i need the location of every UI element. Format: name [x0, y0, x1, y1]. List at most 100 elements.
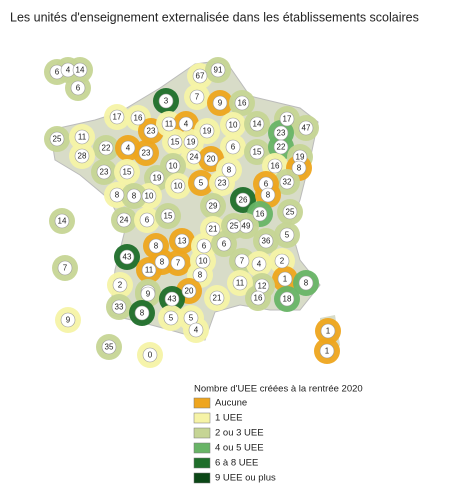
department-value: 8: [266, 191, 271, 200]
department-value: 8: [297, 164, 302, 173]
label-badge: [249, 144, 265, 160]
department-value: 6: [264, 180, 269, 189]
label-badge: [232, 275, 248, 291]
department-value: 6: [231, 143, 236, 152]
label-badge: [174, 233, 190, 249]
label-badge: [140, 286, 156, 302]
legend-label: 4 ou 5 UEE: [215, 443, 264, 454]
legend-title: Nombre d'UEE créées à la rentrée 2020: [194, 384, 363, 395]
legend-label: 1 UEE: [215, 413, 242, 424]
department-value: 5: [189, 314, 194, 323]
department-value: 5: [169, 314, 174, 323]
department-value: 8: [160, 258, 165, 267]
label-badge: [235, 192, 251, 208]
label-badge: [188, 322, 204, 338]
department-value: 16: [134, 114, 143, 123]
label-badge: [111, 299, 127, 315]
department-value: 2: [280, 257, 285, 266]
department-value: 49: [242, 222, 251, 231]
legend-swatch: [193, 472, 211, 484]
label-badge: [199, 123, 215, 139]
department-value: 14: [253, 120, 262, 129]
department-value: 43: [123, 253, 132, 262]
department-value: 20: [185, 287, 194, 296]
department-value: 11: [78, 133, 87, 142]
department-value: 25: [53, 135, 62, 144]
department-value: 15: [171, 138, 180, 147]
department-value: 8: [140, 309, 145, 318]
department-value: 1: [325, 347, 330, 356]
label-badge: [320, 323, 336, 339]
label-badge: [250, 290, 266, 306]
department-value: 23: [142, 149, 151, 158]
department-value: 20: [207, 155, 216, 164]
label-badge: [74, 148, 90, 164]
department-value: 14: [76, 66, 85, 75]
department-value: 7: [63, 264, 68, 273]
department-value: 10: [229, 121, 238, 130]
department-value: 0: [148, 351, 153, 360]
label-badge: [116, 212, 132, 228]
label-badge: [96, 164, 112, 180]
label-badge: [252, 206, 268, 222]
department-value: 6: [222, 240, 227, 249]
department-value: 4: [194, 326, 199, 335]
label-badge: [70, 80, 86, 96]
label-badge: [109, 109, 125, 125]
department-value: 8: [132, 192, 137, 201]
department-value: 25: [230, 222, 239, 231]
label-badge: [267, 158, 283, 174]
department-value: 13: [178, 237, 187, 246]
label-badge: [134, 305, 150, 321]
department-value: 10: [174, 182, 183, 191]
label-badge: [205, 221, 221, 237]
department-value: 4: [126, 144, 131, 153]
label-badge: [274, 253, 290, 269]
label-badge: [258, 233, 274, 249]
label-badge: [282, 204, 298, 220]
department-value: 25: [286, 208, 295, 217]
label-badge: [98, 140, 114, 156]
label-badge: [273, 139, 289, 155]
label-badge: [161, 116, 177, 132]
department-value: 5: [199, 179, 204, 188]
label-badge: [74, 129, 90, 145]
label-badge: [298, 275, 314, 291]
label-badge: [141, 262, 157, 278]
label-badge: [130, 110, 146, 126]
department-value: 4: [257, 260, 262, 269]
label-badge: [192, 267, 208, 283]
department-value: 19: [296, 153, 305, 162]
department-value: 10: [145, 192, 154, 201]
department-value: 9: [218, 99, 223, 108]
department-value: 8: [115, 191, 120, 200]
legend-label: 2 ou 3 UEE: [215, 428, 264, 439]
department-value: 4: [66, 66, 71, 75]
department-value: 4: [184, 120, 189, 129]
department-value: 2: [118, 281, 123, 290]
department-value: 22: [102, 144, 111, 153]
department-value: 23: [277, 129, 286, 138]
department-value: 26: [239, 196, 248, 205]
label-badge: [225, 139, 241, 155]
department-value: 16: [271, 162, 280, 171]
legend-swatch: [193, 442, 211, 454]
label-badge: [205, 198, 221, 214]
department-value: 1: [283, 275, 288, 284]
label-badge: [181, 283, 197, 299]
department-value: 14: [58, 217, 67, 226]
title: Les unités d'enseignement externalisée d…: [10, 10, 419, 24]
label-badge: [249, 116, 265, 132]
legend-label: 9 UEE ou plus: [215, 473, 276, 484]
department-value: 11: [145, 266, 154, 275]
department-value: 18: [283, 295, 292, 304]
label-badge: [260, 187, 276, 203]
legend-swatch: [193, 412, 211, 424]
label-badge: [126, 188, 142, 204]
department-value: 6: [145, 216, 150, 225]
label-badge: [54, 213, 70, 229]
label-badge: [189, 89, 205, 105]
label-badge: [298, 120, 314, 136]
department-value: 11: [165, 120, 174, 129]
